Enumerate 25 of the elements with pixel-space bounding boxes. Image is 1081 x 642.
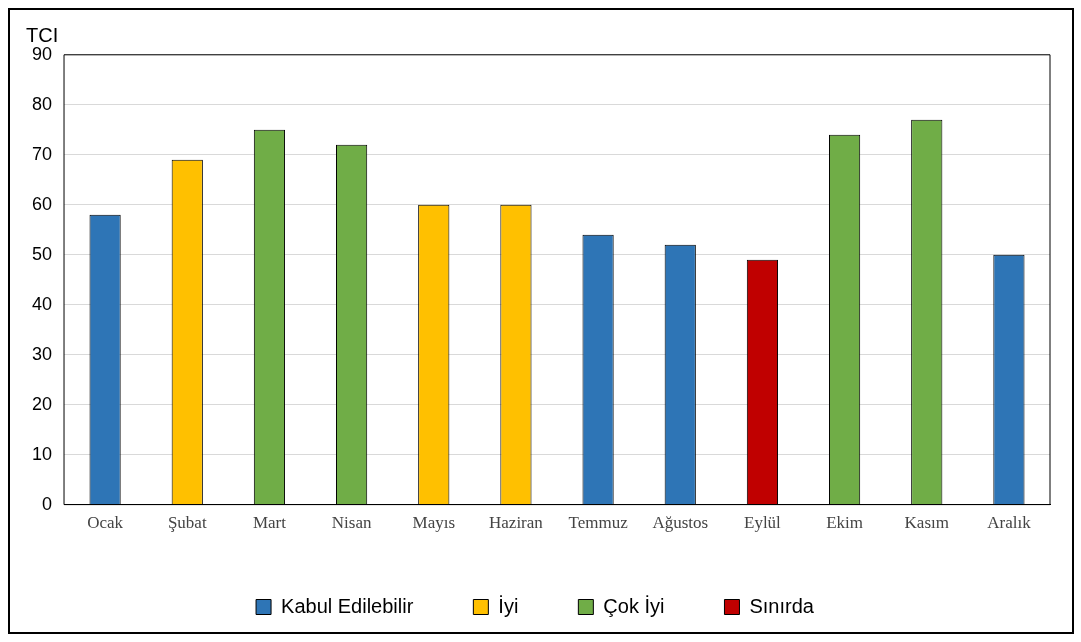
y-tick-label: 40 (31, 293, 53, 314)
x-tick-label: Aralık (987, 513, 1032, 533)
y-tick-label: 0 (42, 493, 53, 514)
x-tick-label: Temmuz (568, 513, 629, 533)
x-tick-label: Mayıs (412, 513, 456, 533)
x-tick-label: Şubat (167, 513, 207, 533)
legend-label: Kabul Edilebilir (281, 594, 414, 617)
legend-label: Sınırda (749, 594, 815, 617)
x-tick-label: Ocak (87, 513, 124, 533)
x-tick-label: Nisan (331, 513, 372, 533)
y-tick-label: 80 (31, 93, 53, 114)
y-tick-label: 20 (31, 393, 53, 414)
y-tick-label: 60 (31, 193, 53, 214)
legend-label: İyi (498, 594, 519, 617)
legend-label: Çok İyi (603, 594, 665, 617)
x-tick-label: Ekim (826, 513, 864, 533)
y-tick-label: 10 (31, 443, 53, 464)
x-tick-label: Eylül (744, 513, 782, 533)
x-tick-label: Kasım (904, 513, 949, 533)
y-tick-label: 30 (31, 343, 53, 364)
y-tick-label: 50 (31, 243, 53, 264)
y-tick-label: 70 (31, 143, 53, 164)
x-tick-label: Mart (252, 513, 287, 533)
x-tick-label: Haziran (489, 513, 544, 533)
x-tick-label: Ağustos (652, 513, 709, 533)
